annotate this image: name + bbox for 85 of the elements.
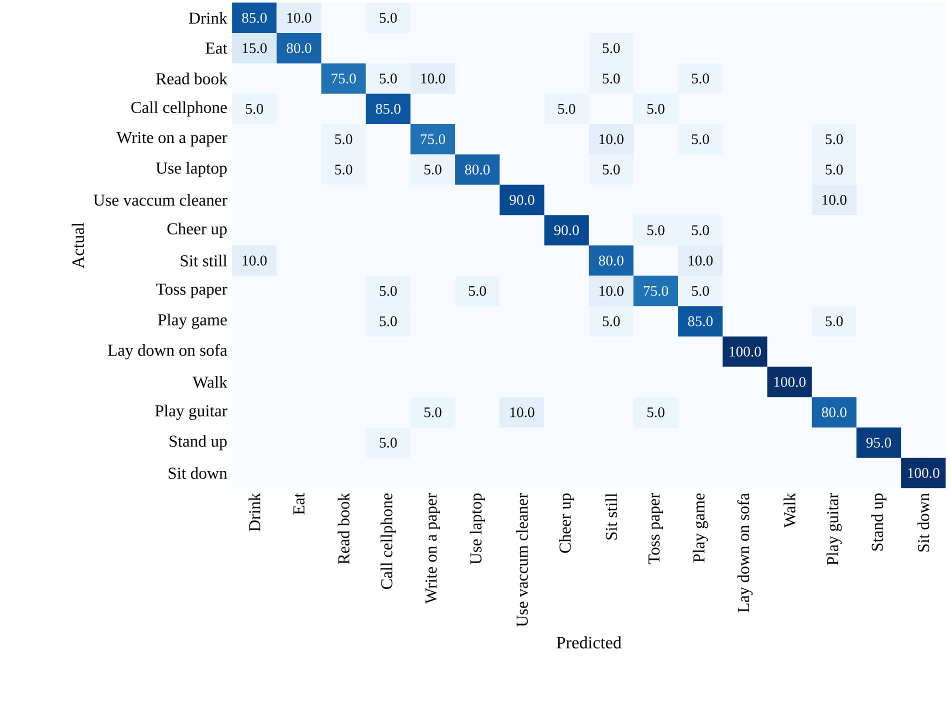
y-tick-label: Toss paper <box>156 284 228 298</box>
data-label: 5.0 <box>692 134 709 144</box>
y-tick-label: Cheer up <box>167 222 227 238</box>
data-label: 5.0 <box>602 164 620 175</box>
data-label: 90.0 <box>510 194 534 205</box>
y-tick-label: Play game <box>158 314 227 329</box>
x-tick-label: Sit still <box>605 493 618 540</box>
data-label: 10.0 <box>600 286 624 296</box>
data-label: 5.0 <box>424 407 442 418</box>
data-label: 5.0 <box>246 104 263 114</box>
data-label: 80.0 <box>598 256 624 266</box>
x-tick-label: Toss paper <box>648 493 664 564</box>
data-label: 75.0 <box>332 74 356 84</box>
data-label: 100.0 <box>730 346 761 357</box>
y-tick-label: Write on a paper <box>116 132 228 147</box>
data-label: 85.0 <box>688 316 713 326</box>
data-label: 10.0 <box>822 194 846 205</box>
data-label: 90.0 <box>554 225 579 236</box>
y-tick-label: Sit down <box>168 467 228 479</box>
x-axis-title: Predicted <box>556 636 622 649</box>
data-label: 100.0 <box>908 468 940 478</box>
y-tick-label: Lay down on sofa <box>108 344 228 360</box>
y-tick-label: Sit still <box>180 254 228 267</box>
y-tick-label: Use laptop <box>156 162 227 178</box>
x-tick-label: Call cellphone <box>380 493 396 589</box>
data-label: 5.0 <box>424 164 442 175</box>
data-label: 5.0 <box>602 74 620 84</box>
y-tick-label: Read book <box>156 72 228 84</box>
data-label: 5.0 <box>335 134 352 144</box>
data-label: 5.0 <box>469 286 486 296</box>
x-tick-label: Sit down <box>917 493 930 552</box>
data-label: 5.0 <box>380 74 397 84</box>
data-label: 85.0 <box>242 12 267 23</box>
data-label: 5.0 <box>335 164 352 175</box>
x-tick-label: Drink <box>248 492 260 532</box>
data-label: 15.0 <box>242 43 267 54</box>
data-label: 100.0 <box>774 377 806 387</box>
data-label: 5.0 <box>692 74 709 84</box>
data-label: 10.0 <box>421 74 446 84</box>
data-label: 5.0 <box>380 316 397 326</box>
x-tick-label: Use vaccum cleaner <box>516 493 528 627</box>
y-tick-label: Call cellphone <box>131 101 227 116</box>
y-tick-label: Play guitar <box>155 404 228 420</box>
data-label: 10.0 <box>688 256 713 266</box>
data-label: 5.0 <box>558 104 576 114</box>
data-label: 5.0 <box>826 316 843 326</box>
data-label: 5.0 <box>647 104 664 114</box>
x-tick-label: Play guitar <box>826 493 842 566</box>
x-tick-label: Stand up <box>871 494 886 551</box>
data-label: 5.0 <box>380 12 397 23</box>
data-label: 75.0 <box>644 286 668 296</box>
x-tick-label: Eat <box>293 493 305 515</box>
data-label: 5.0 <box>692 286 709 296</box>
data-label: 10.0 <box>600 134 624 144</box>
data-label: 5.0 <box>647 225 664 236</box>
data-label: 75.0 <box>420 134 446 144</box>
data-label: 85.0 <box>376 104 400 114</box>
data-label: 10.0 <box>242 256 267 266</box>
data-label: 95.0 <box>866 438 892 448</box>
x-tick-label: Use laptop <box>470 494 485 564</box>
y-tick-label: Walk <box>192 376 228 388</box>
data-label: 80.0 <box>286 43 312 54</box>
x-tick-label: Walk <box>784 492 796 528</box>
data-label: 5.0 <box>602 43 620 54</box>
x-tick-label: Lay down on sofa <box>737 493 753 612</box>
data-label: 80.0 <box>465 164 490 175</box>
y-tick-label: Drink <box>188 12 228 24</box>
data-label: 5.0 <box>826 164 843 175</box>
data-label: 10.0 <box>287 12 312 23</box>
data-label: 5.0 <box>380 438 397 448</box>
data-label: 5.0 <box>380 286 397 296</box>
data-label: 80.0 <box>822 407 846 418</box>
data-label: 5.0 <box>602 316 620 326</box>
data-label: 5.0 <box>647 407 664 418</box>
x-tick-label: Cheer up <box>559 494 574 553</box>
y-axis-title: Actual <box>72 222 84 268</box>
data-label: 10.0 <box>510 407 534 418</box>
y-tick-label: Stand up <box>170 435 227 450</box>
x-tick-label: Read book <box>338 492 350 564</box>
data-label: 5.0 <box>692 225 709 236</box>
x-tick-label: Write on a paper <box>425 493 440 604</box>
y-tick-label: Eat <box>206 42 228 54</box>
y-tick-label: Use vaccum cleaner <box>94 194 228 206</box>
data-label: 5.0 <box>826 134 843 144</box>
x-tick-label: Play game <box>692 494 708 562</box>
